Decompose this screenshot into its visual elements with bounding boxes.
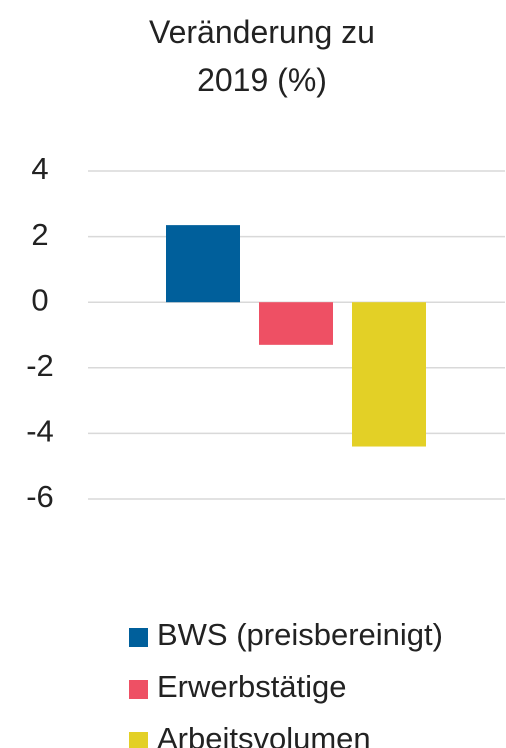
legend-swatch [129,680,148,699]
y-tick-label: 0 [31,282,48,317]
y-tick-label: -2 [26,348,54,383]
y-tick-label: -6 [26,479,54,514]
legend-label: Arbeitsvolumen [157,721,371,748]
y-tick-label: 4 [31,151,48,186]
y-tick-label: 2 [31,217,48,252]
bar [259,302,333,345]
legend-swatch [129,628,148,647]
legend-label: BWS (preisbereinigt) [157,617,443,652]
legend-swatch [129,732,148,748]
chart-title: Veränderung zu 2019 (%) [149,14,375,98]
legend-label: Erwerbstätige [157,669,347,704]
bar [166,225,240,303]
y-tick-label: -4 [26,414,54,449]
bar [352,302,426,447]
